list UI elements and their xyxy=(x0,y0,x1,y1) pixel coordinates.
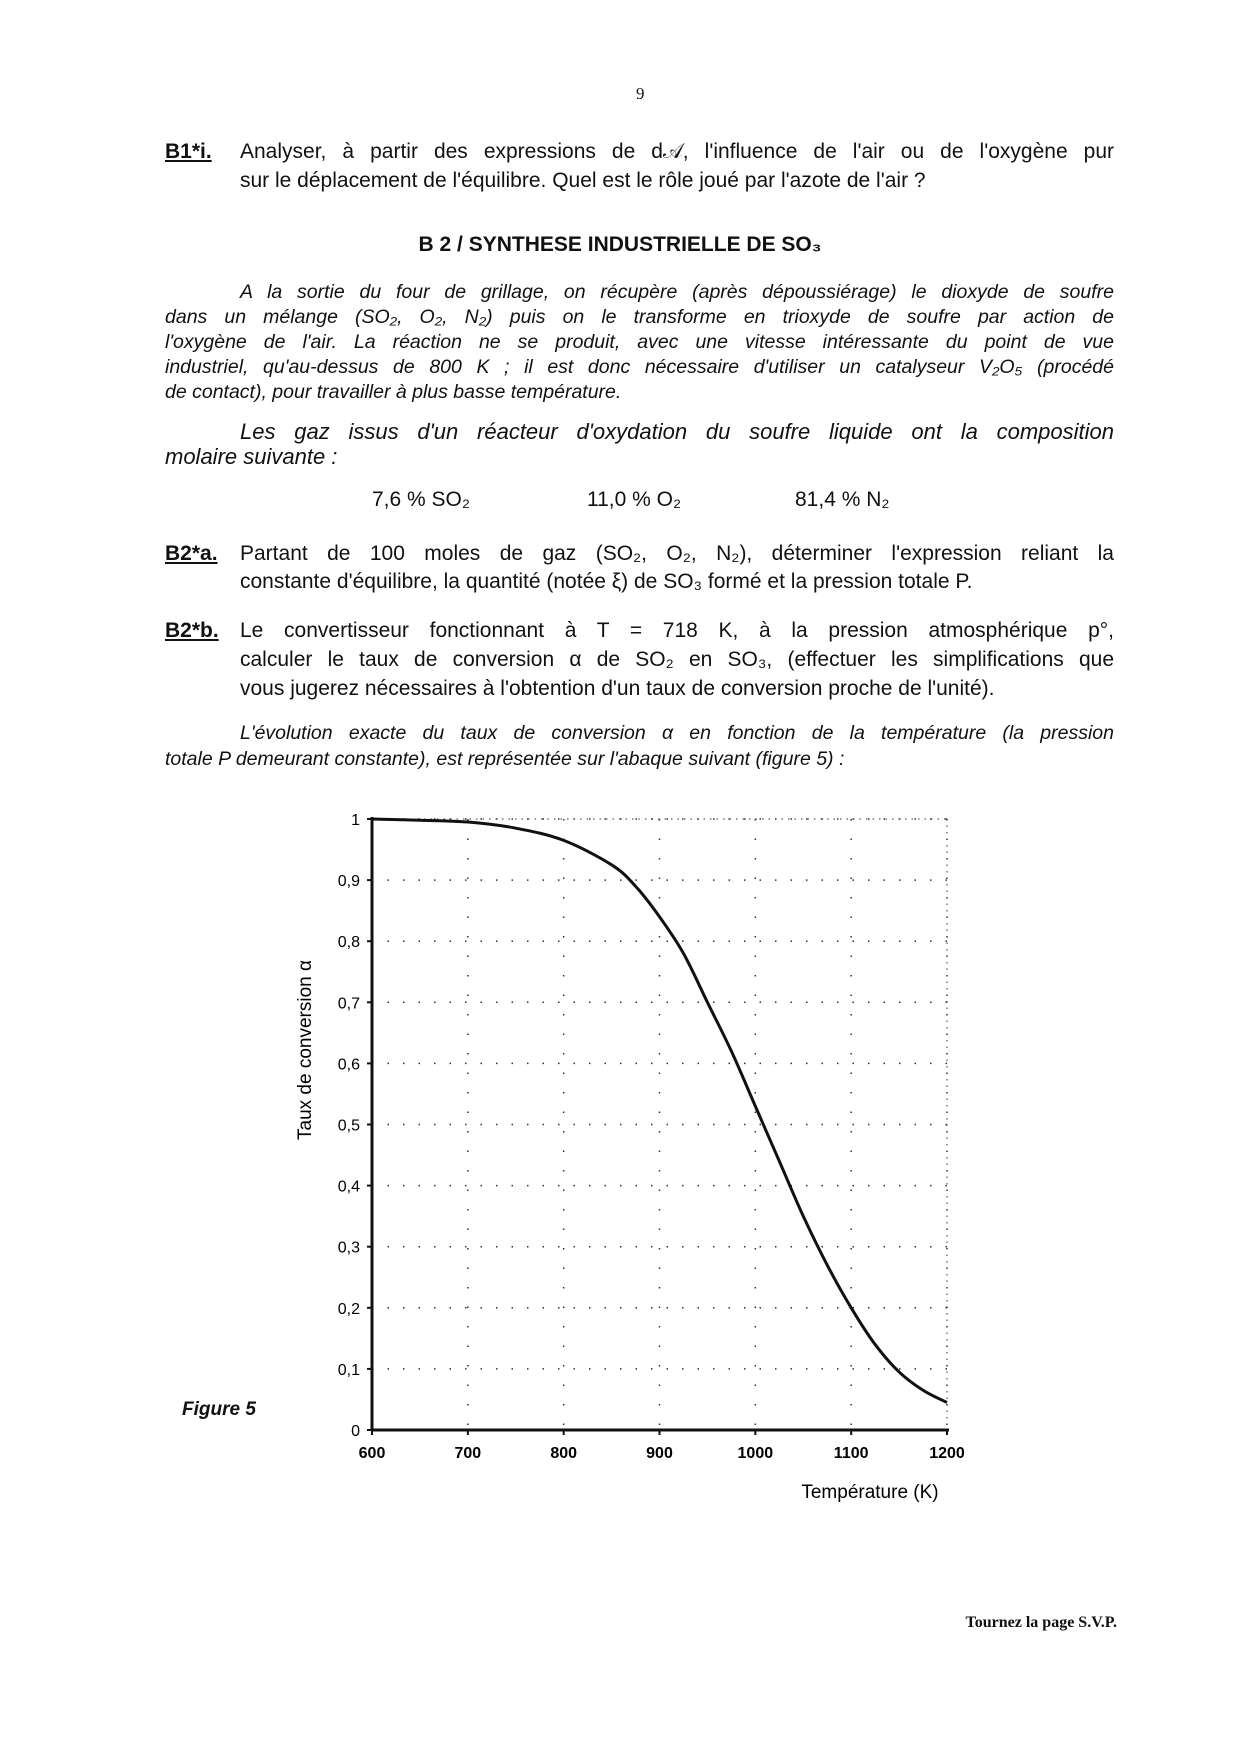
y-tick-label: 0,9 xyxy=(338,873,360,890)
b2b-line: vous jugerez nécessaires à l'obtention d… xyxy=(240,677,995,700)
question-label-b1i: B1*i. xyxy=(165,140,212,163)
x-tick-label: 700 xyxy=(454,1445,481,1462)
y-tick-label: 0,4 xyxy=(338,1179,360,1196)
evolution-line: totale P demeurant constante), est repré… xyxy=(165,748,845,770)
footer-turn-page: Tournez la page S.V.P. xyxy=(965,1614,1117,1631)
intro-line: industriel, qu'au-dessus de 800 K ; il e… xyxy=(165,356,1114,378)
intro-line: de contact), pour travailler à plus bass… xyxy=(165,381,622,403)
x-tick-label: 1100 xyxy=(834,1445,869,1462)
b2b-line: calculer le taux de conversion α de SO₂ … xyxy=(240,648,1114,671)
y-tick-label: 0,5 xyxy=(338,1118,360,1135)
question-label-b2a: B2*a. xyxy=(165,542,218,565)
intro-line: l'oxygène de l'air. La réaction ne se pr… xyxy=(165,331,1114,353)
intro-line: A la sortie du four de grillage, on récu… xyxy=(240,281,1114,303)
x-tick-label: 900 xyxy=(646,1445,673,1462)
b2b-line: Le convertisseur fonctionnant à T = 718 … xyxy=(240,619,1114,642)
x-axis-label: Température (K) xyxy=(801,1482,938,1503)
y-axis-label: Taux de conversion α xyxy=(295,960,316,1140)
x-tick-label: 800 xyxy=(550,1445,577,1462)
gas-line: Les gaz issus d'un réacteur d'oxydation … xyxy=(240,419,1114,444)
y-tick-label: 0,7 xyxy=(338,995,360,1012)
composition-o2: 11,0 % O₂ xyxy=(587,488,682,511)
x-tick-label: 1200 xyxy=(929,1445,965,1462)
axes xyxy=(367,817,949,1435)
tick-labels: 600 700 800 900 1000 1100 1200 0 0,1 0,2 0,3 0,4 0,5… xyxy=(338,812,965,1462)
b2a-line: constante d'équilibre, la quantité (noté… xyxy=(240,570,973,593)
y-tick-label: 0,8 xyxy=(338,934,360,951)
section-title: B 2 / SYNTHESE INDUSTRIELLE DE SO₃ xyxy=(418,233,822,256)
series-line-conversion xyxy=(371,817,948,1404)
y-tick-label: 0,2 xyxy=(338,1301,360,1318)
y-tick-label: 0 xyxy=(351,1423,360,1440)
evolution-line: L'évolution exacte du taux de conversion… xyxy=(240,722,1114,744)
gas-line: molaire suivante : xyxy=(165,444,338,469)
b1i-line: Analyser, à partir des expressions de d𝒜… xyxy=(240,140,1114,163)
y-tick-label: 0,3 xyxy=(338,1240,360,1257)
question-label-b2b: B2*b. xyxy=(165,619,219,642)
b1i-line: sur le déplacement de l'équilibre. Quel … xyxy=(240,169,926,192)
y-tick-label: 0,6 xyxy=(338,1056,360,1073)
composition-so2: 7,6 % SO₂ xyxy=(372,488,471,511)
grid xyxy=(372,818,948,1430)
intro-line: dans un mélange (SO₂, O₂, N₂) puis on le… xyxy=(165,306,1114,328)
b2a-line: Partant de 100 moles de gaz (SO₂, O₂, N₂… xyxy=(240,542,1114,565)
page-number: 9 xyxy=(636,84,645,103)
x-tick-label: 600 xyxy=(359,1445,386,1462)
y-tick-label: 0,1 xyxy=(338,1362,360,1379)
y-tick-label: 1 xyxy=(351,812,360,829)
x-tick-label: 1000 xyxy=(738,1445,774,1462)
figure-label: Figure 5 xyxy=(182,1399,256,1420)
composition-n2: 81,4 % N₂ xyxy=(795,488,890,511)
